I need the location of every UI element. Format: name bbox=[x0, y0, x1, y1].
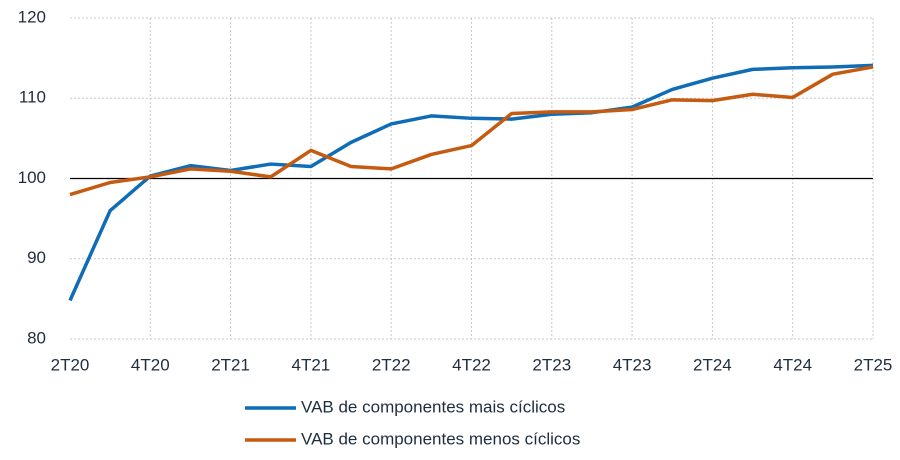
series-line bbox=[68, 63, 874, 302]
x-tick-label: 2T24 bbox=[693, 355, 732, 374]
legend-label: VAB de componentes menos cíclicos bbox=[301, 429, 580, 448]
x-tick-label: 2T20 bbox=[51, 355, 90, 374]
x-tick-label: 2T25 bbox=[854, 355, 893, 374]
y-tick-label: 90 bbox=[27, 248, 46, 267]
y-tick-label: 80 bbox=[27, 328, 46, 347]
x-tick-label: 2T22 bbox=[372, 355, 411, 374]
legend-label: VAB de componentes mais cíclicos bbox=[301, 397, 565, 416]
x-tick-label: 4T21 bbox=[292, 355, 331, 374]
x-tick-label: 4T24 bbox=[773, 355, 812, 374]
x-tick-label: 2T23 bbox=[532, 355, 571, 374]
y-tick-label: 100 bbox=[18, 168, 46, 187]
x-tick-label: 4T20 bbox=[131, 355, 170, 374]
x-tick-label: 4T22 bbox=[452, 355, 491, 374]
y-tick-label: 110 bbox=[19, 88, 46, 107]
series-line bbox=[69, 65, 874, 197]
x-tick-label: 4T23 bbox=[613, 355, 652, 374]
x-tick-label: 2T21 bbox=[211, 355, 250, 374]
y-tick-label: 120 bbox=[18, 7, 46, 26]
